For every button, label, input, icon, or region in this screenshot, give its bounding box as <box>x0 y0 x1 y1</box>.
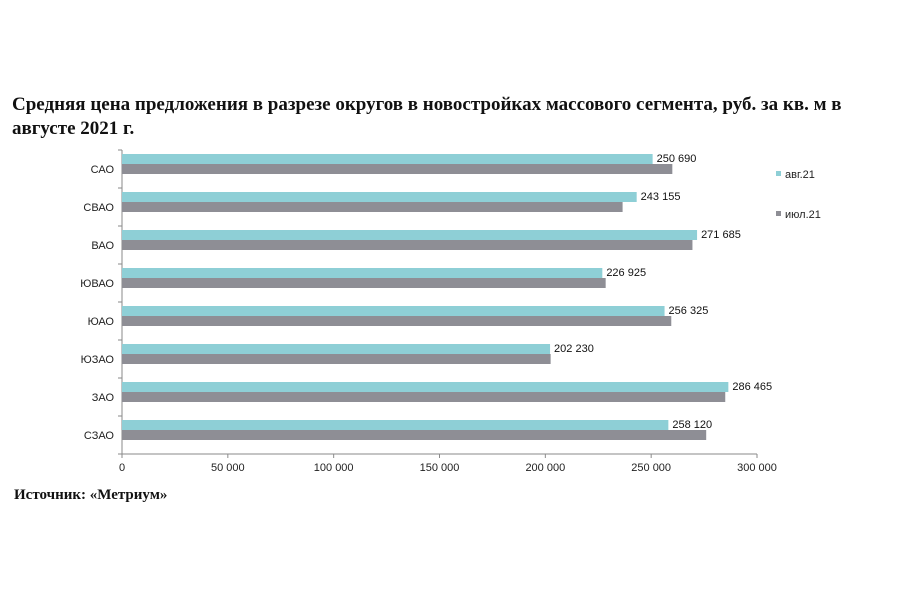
bar-jul-21 <box>122 278 606 288</box>
data-label: 226 925 <box>606 267 646 279</box>
data-label: 256 325 <box>669 305 709 317</box>
bar-aug-21 <box>122 382 729 392</box>
x-tick-label: 250 000 <box>631 462 671 474</box>
x-tick-label: 200 000 <box>525 462 565 474</box>
bar-aug-21 <box>122 192 637 202</box>
bar-aug-21 <box>122 306 665 316</box>
x-tick-label: 0 <box>119 462 125 474</box>
bar-aug-21 <box>122 268 603 278</box>
legend-label: авг.21 <box>785 169 815 181</box>
category-label: СВАО <box>83 202 114 214</box>
category-label: САО <box>91 164 115 176</box>
data-label: 250 690 <box>657 153 697 165</box>
bar-aug-21 <box>122 420 669 430</box>
bar-jul-21 <box>122 354 551 364</box>
legend-label: июл.21 <box>785 209 821 221</box>
data-label: 243 155 <box>641 191 681 203</box>
bar-jul-21 <box>122 430 707 440</box>
bar-aug-21 <box>122 230 698 240</box>
chart-title: Средняя цена предложения в разрезе округ… <box>12 94 842 139</box>
category-label: ЮАО <box>88 316 115 328</box>
bar-jul-21 <box>122 202 623 212</box>
bar-aug-21 <box>122 344 551 354</box>
bar-jul-21 <box>122 316 672 326</box>
bar-jul-21 <box>122 164 673 174</box>
bar-jul-21 <box>122 240 693 250</box>
category-label: ЮВАО <box>80 278 114 290</box>
data-label: 258 120 <box>672 419 712 431</box>
legend-swatch <box>776 211 781 216</box>
x-tick-label: 50 000 <box>211 462 245 474</box>
x-tick-label: 100 000 <box>314 462 354 474</box>
legend-swatch <box>776 171 781 176</box>
source-note: Источник: «Метриум» <box>14 487 168 503</box>
category-label: ЮЗАО <box>81 354 115 366</box>
x-tick-label: 150 000 <box>420 462 460 474</box>
bar-jul-21 <box>122 392 726 402</box>
data-label: 286 465 <box>732 381 772 393</box>
data-label: 202 230 <box>554 343 594 355</box>
category-label: ЗАО <box>92 392 115 404</box>
bar-aug-21 <box>122 154 653 164</box>
x-tick-label: 300 000 <box>737 462 777 474</box>
category-label: СЗАО <box>84 430 115 442</box>
category-label: ВАО <box>91 240 114 252</box>
data-label: 271 685 <box>701 229 741 241</box>
